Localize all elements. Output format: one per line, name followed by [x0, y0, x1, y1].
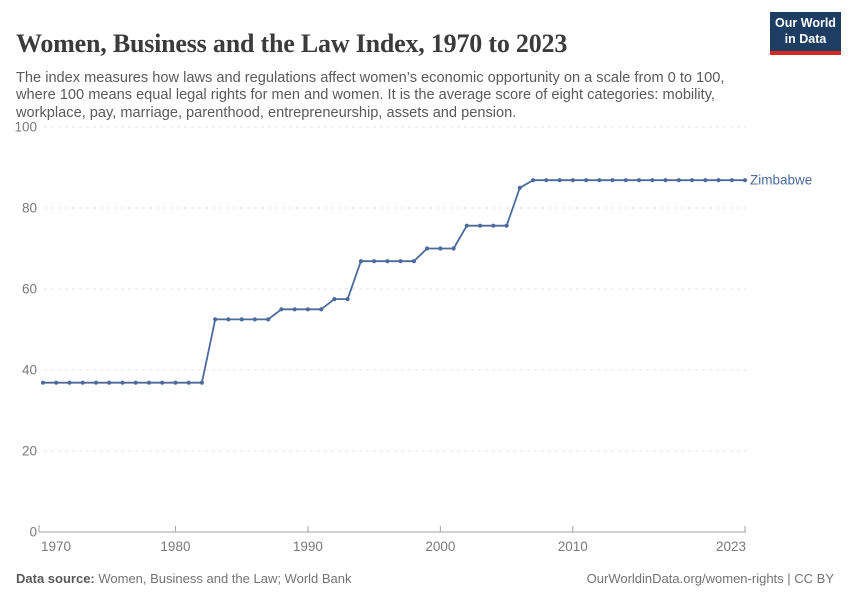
owid-logo[interactable]: Our World in Data: [770, 12, 841, 55]
data-point-1981[interactable]: [186, 380, 191, 385]
data-point-2001[interactable]: [451, 246, 456, 251]
owid-url-license[interactable]: OurWorldinData.org/women-rights | CC BY: [586, 571, 834, 586]
data-source-label: Data source:: [16, 571, 95, 586]
data-point-2008[interactable]: [544, 178, 549, 183]
data-point-1970[interactable]: [40, 380, 46, 385]
data-point-1979[interactable]: [160, 380, 165, 385]
data-point-1982[interactable]: [199, 380, 204, 385]
y-axis-tick-label: 60: [22, 282, 37, 297]
data-point-1995[interactable]: [372, 259, 377, 264]
data-point-1972[interactable]: [67, 380, 72, 385]
data-point-1990[interactable]: [305, 307, 310, 312]
data-point-1993[interactable]: [345, 297, 350, 302]
data-point-1998[interactable]: [411, 259, 416, 264]
data-point-1999[interactable]: [425, 246, 430, 251]
data-point-2013[interactable]: [610, 178, 615, 183]
data-point-1977[interactable]: [133, 380, 138, 385]
data-point-1984[interactable]: [226, 317, 231, 322]
y-axis-tick-label: 20: [22, 444, 37, 459]
owid-logo-line2: in Data: [784, 31, 827, 46]
data-point-2014[interactable]: [623, 178, 628, 183]
y-axis-tick-label: 0: [29, 525, 37, 540]
data-point-1971[interactable]: [54, 380, 59, 385]
data-point-2004[interactable]: [491, 223, 496, 228]
data-point-2000[interactable]: [438, 246, 443, 251]
data-point-2016[interactable]: [650, 178, 655, 183]
data-point-1975[interactable]: [107, 380, 112, 385]
data-point-1973[interactable]: [80, 380, 85, 385]
owid-logo-line1: Our World: [775, 16, 836, 30]
data-point-2010[interactable]: [570, 178, 575, 183]
data-point-2015[interactable]: [636, 178, 642, 183]
data-point-1980[interactable]: [173, 380, 178, 385]
x-axis-tick-label: 1970: [41, 539, 71, 554]
x-axis-tick-label: 2023: [716, 539, 746, 554]
data-point-1974[interactable]: [93, 380, 99, 385]
data-point-1978[interactable]: [146, 380, 152, 385]
x-axis-tick-label: 2010: [558, 539, 588, 554]
chart-subtitle: The index measures how laws and regulati…: [16, 69, 725, 122]
data-point-2022[interactable]: [729, 178, 734, 183]
data-point-2012[interactable]: [597, 178, 602, 183]
x-axis-tick-label: 1990: [293, 539, 323, 554]
data-point-1988[interactable]: [279, 307, 284, 312]
data-point-1986[interactable]: [252, 317, 257, 322]
data-point-2005[interactable]: [504, 223, 509, 228]
data-point-2021[interactable]: [716, 178, 721, 183]
data-point-2023[interactable]: [742, 178, 748, 183]
data-point-1996[interactable]: [385, 259, 390, 264]
data-point-1992[interactable]: [332, 297, 337, 302]
data-point-2011[interactable]: [584, 178, 589, 183]
data-point-2018[interactable]: [676, 178, 681, 183]
x-axis-tick-label: 1980: [160, 539, 190, 554]
data-point-1997[interactable]: [398, 259, 403, 264]
data-point-2002[interactable]: [464, 223, 469, 228]
data-point-1985[interactable]: [239, 317, 244, 322]
chart-footer: Data source: Women, Business and the Law…: [16, 571, 834, 586]
data-point-2017[interactable]: [663, 178, 668, 183]
data-point-1983[interactable]: [213, 317, 218, 322]
data-point-1976[interactable]: [120, 380, 125, 385]
data-source-note: Data source: Women, Business and the Law…: [16, 571, 352, 586]
data-point-1989[interactable]: [292, 307, 297, 312]
data-point-2009[interactable]: [557, 178, 562, 183]
y-axis-tick-label: 100: [14, 120, 37, 135]
data-point-2007[interactable]: [531, 178, 536, 183]
data-point-1991[interactable]: [319, 307, 324, 312]
data-point-2020[interactable]: [703, 178, 708, 183]
data-point-1994[interactable]: [358, 259, 363, 264]
y-axis-tick-label: 80: [22, 201, 37, 216]
y-axis-tick-label: 40: [22, 363, 37, 378]
data-point-1987[interactable]: [266, 317, 271, 322]
data-point-2003[interactable]: [478, 223, 483, 228]
data-source-value: Women, Business and the Law; World Bank: [94, 571, 352, 586]
chart-title: Women, Business and the Law Index, 1970 …: [16, 29, 568, 59]
data-point-2006[interactable]: [517, 185, 522, 190]
series-label-zimbabwe[interactable]: Zimbabwe: [750, 173, 812, 188]
zimbabwe-line[interactable]: [42, 179, 746, 384]
data-point-2019[interactable]: [689, 178, 695, 183]
x-axis-tick-label: 2000: [425, 539, 455, 554]
